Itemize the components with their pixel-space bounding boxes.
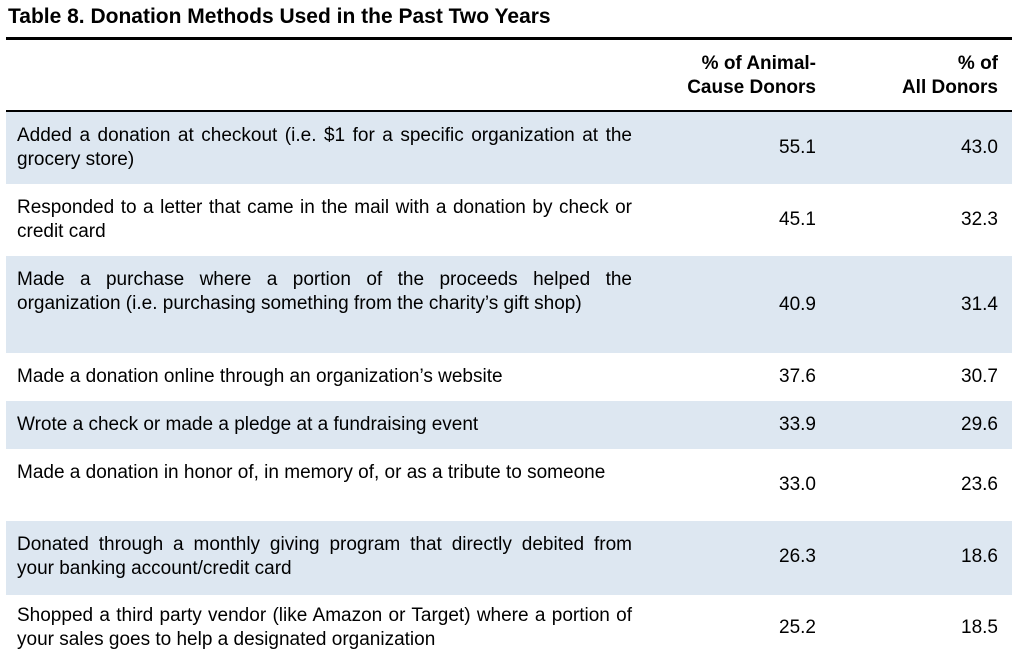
column-header-all-line2: All Donors	[901, 77, 998, 98]
row-value-animal: 33.9	[779, 414, 816, 435]
row-label: Added a donation at checkout (i.e. $1 fo…	[17, 125, 632, 170]
row-label: Responded to a letter that came in the m…	[17, 197, 632, 242]
column-header-animal-cause-donors: % of Animal- Cause Donors	[636, 52, 816, 100]
row-label: Shopped a third party vendor (like Amazo…	[17, 605, 632, 650]
row-value-all: 31.4	[961, 294, 998, 315]
row-value-animal: 37.6	[779, 366, 816, 387]
column-header-all-line1: % of	[957, 53, 998, 74]
row-value-animal: 55.1	[779, 137, 816, 158]
row-value-animal: 33.0	[779, 474, 816, 495]
row-value-all: 32.3	[961, 209, 998, 230]
column-header-animal-line1: % of Animal-	[701, 53, 816, 74]
table-row: Responded to a letter that came in the m…	[6, 184, 1012, 256]
row-label: Made a purchase where a portion of the p…	[17, 269, 632, 314]
row-value-animal: 45.1	[779, 209, 816, 230]
table-row: Added a donation at checkout (i.e. $1 fo…	[6, 112, 1012, 184]
column-header-animal-line2: Cause Donors	[687, 77, 816, 98]
row-label: Made a donation in honor of, in memory o…	[17, 462, 606, 483]
row-value-all: 29.6	[961, 414, 998, 435]
row-value-all: 23.6	[961, 474, 998, 495]
row-value-all: 18.6	[961, 546, 998, 567]
table-title: Table 8. Donation Methods Used in the Pa…	[8, 5, 551, 28]
row-value-all: 30.7	[961, 366, 998, 387]
table-row: Wrote a check or made a pledge at a fund…	[6, 401, 1012, 449]
top-rule	[6, 37, 1012, 40]
row-value-animal: 25.2	[779, 617, 816, 638]
row-label: Donated through a monthly giving program…	[17, 534, 632, 579]
row-value-all: 43.0	[961, 137, 998, 158]
row-label: Made a donation online through an organi…	[17, 366, 503, 387]
row-value-animal: 26.3	[779, 546, 816, 567]
table-row: Shopped a third party vendor (like Amazo…	[6, 595, 1012, 665]
column-header-all-donors: % of All Donors	[838, 52, 998, 100]
table-row: Made a donation online through an organi…	[6, 353, 1012, 401]
row-value-animal: 40.9	[779, 294, 816, 315]
header-rule	[6, 110, 1012, 112]
row-label: Wrote a check or made a pledge at a fund…	[17, 414, 479, 435]
table-row: Made a purchase where a portion of the p…	[6, 256, 1012, 353]
table-header: % of Animal- Cause Donors % of All Donor…	[6, 40, 1012, 110]
table-body: Added a donation at checkout (i.e. $1 fo…	[6, 112, 1012, 665]
row-value-all: 18.5	[961, 617, 998, 638]
table-row: Made a donation in honor of, in memory o…	[6, 449, 1012, 521]
table-row: Donated through a monthly giving program…	[6, 521, 1012, 595]
